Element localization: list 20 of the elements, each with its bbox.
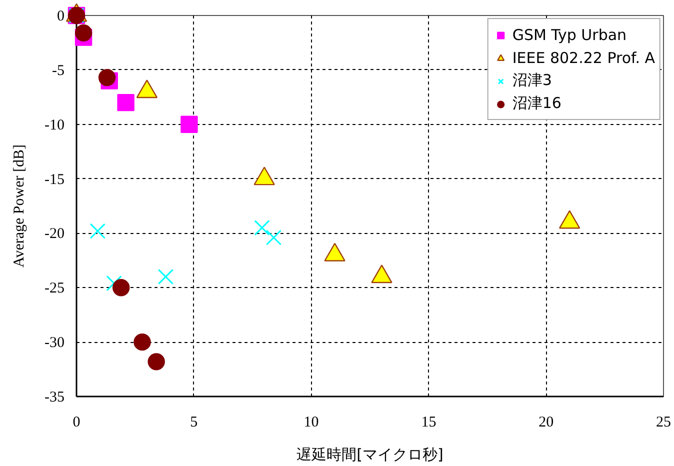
x-tick-label: 20 [538,414,554,430]
x-tick-label: 15 [421,414,436,430]
x-tick-label: 25 [656,414,671,430]
y-axis-title: Average Power [dB] [12,144,28,268]
y-tick-label: -20 [44,226,65,242]
y-tick-label: -15 [44,172,65,188]
x-axis-title: 遅延時間[マイクロ秒] [296,446,444,464]
y-tick-label: -30 [44,335,65,352]
legend-label: 沼津16 [512,93,562,114]
legend-label: IEEE 802.22 Prof. A [512,48,655,68]
x-tick-label: 0 [72,414,80,430]
x-tick-label: 10 [304,414,319,430]
y-tick-label: -10 [44,117,65,134]
x-tick-label: 5 [190,414,198,430]
legend-label: GSM Typ Urban [512,24,627,46]
legend-label: 沼津3 [512,70,552,91]
y-tick-label: -25 [44,280,65,297]
y-tick-label: 0 [57,8,64,24]
y-tick-label: -35 [44,390,65,406]
y-tick-label: -5 [52,62,65,79]
